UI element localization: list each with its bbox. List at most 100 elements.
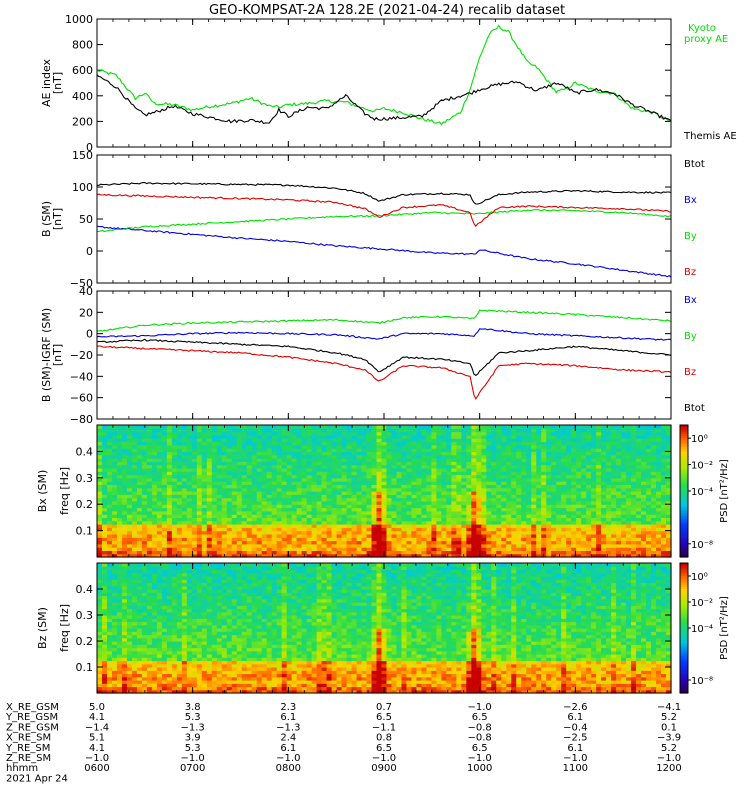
spectrogram-cell	[226, 540, 233, 545]
spectrogram-cell	[351, 517, 358, 522]
spectrogram-cell	[321, 504, 328, 509]
spectrogram-cell	[456, 530, 462, 535]
spectrogram-cell	[291, 431, 298, 436]
spectrogram-cell	[221, 547, 228, 551]
spectrogram-cell	[291, 507, 298, 512]
spectrogram-cell	[386, 507, 393, 512]
spectrogram-cell	[216, 494, 223, 499]
spectrogram-cell	[656, 494, 662, 499]
spectrogram-cell	[576, 507, 582, 512]
spectrogram-cell	[516, 494, 522, 499]
spectrogram-cell	[181, 494, 188, 499]
spectrogram-cell	[291, 441, 298, 446]
spectrogram-cell	[481, 471, 487, 476]
spectrogram-cell	[491, 481, 497, 485]
spectrogram-cell	[426, 431, 433, 436]
spectrogram-cell	[546, 458, 552, 462]
spectrogram-cell	[161, 444, 168, 449]
spectrogram-cell	[446, 474, 452, 479]
spectrogram-cell	[166, 494, 173, 499]
spectrogram-cell	[476, 540, 482, 545]
spectrogram-cell	[656, 510, 662, 515]
spectrogram-cell	[261, 507, 268, 512]
spectrogram-cell	[136, 451, 143, 456]
spectrogram-cell	[571, 428, 577, 433]
spectrogram-cell	[336, 510, 343, 515]
spectrogram-cell	[561, 540, 567, 545]
spectrogram-cell	[586, 487, 592, 492]
spectrogram-cell	[381, 441, 388, 446]
spectrogram-cell	[551, 543, 557, 548]
spectrogram-cell	[526, 484, 532, 489]
spectrogram-cell	[546, 530, 552, 535]
spectrogram-cell	[636, 474, 642, 479]
spectrogram-cell	[191, 543, 198, 548]
spectrogram-cell	[456, 441, 462, 446]
spectrogram-cell	[666, 487, 672, 492]
spectrogram-cell	[611, 487, 617, 492]
spectrogram-cell	[601, 510, 607, 515]
spectrogram-cell	[491, 454, 497, 459]
spectrogram-cell	[306, 438, 313, 443]
spectrogram-cell	[97, 497, 103, 502]
spectrogram-cell	[181, 467, 188, 472]
spectrogram-cell	[211, 467, 218, 472]
spectrogram-cell	[316, 500, 323, 505]
spectrogram-cell	[596, 553, 602, 558]
spectrogram-cell	[491, 500, 497, 505]
spectrogram-cell	[276, 428, 283, 433]
spectrogram-cell	[616, 438, 622, 443]
spectrogram-cell	[471, 497, 477, 502]
spectrogram-cell	[106, 454, 113, 459]
spectrogram-cell	[641, 491, 647, 495]
spectrogram-cell	[416, 477, 423, 482]
spectrogram-cell	[181, 514, 188, 518]
spectrogram-cell	[331, 530, 338, 535]
spectrogram-cell	[381, 434, 388, 439]
spectrogram-cell	[151, 451, 158, 456]
spectrogram-cell	[156, 520, 163, 525]
spectrogram-cell	[521, 461, 527, 466]
spectrogram-cell	[246, 428, 253, 433]
spectrogram-cell	[521, 471, 527, 476]
spectrogram-cell	[341, 458, 348, 462]
spectrogram-cell	[586, 428, 592, 433]
spectrogram-cell	[331, 477, 338, 482]
spectrogram-cell	[376, 474, 383, 479]
spectrogram-cell	[506, 553, 512, 558]
spectrogram-cell	[541, 553, 547, 558]
spectrogram-cell	[97, 527, 103, 532]
spectrogram-cell	[341, 504, 348, 509]
spectrogram-cell	[281, 491, 288, 495]
spectrogram-cell	[436, 530, 442, 535]
spectrogram-cell	[506, 484, 512, 489]
spectrogram-cell	[311, 507, 318, 512]
spectrogram-cell	[456, 527, 462, 532]
spectrogram-cell	[646, 467, 652, 472]
spectrogram-cell	[266, 540, 273, 545]
spectrogram-cell	[331, 547, 338, 551]
spectrogram-cell	[416, 484, 423, 489]
spectrogram-cell	[411, 507, 418, 512]
spectrogram-cell	[296, 484, 303, 489]
spectrogram-cell	[631, 428, 637, 433]
spectrogram-cell	[391, 547, 398, 551]
spectrogram-cell	[326, 477, 333, 482]
spectrogram-cell	[476, 491, 482, 495]
spectrogram-cell	[116, 540, 123, 545]
spectrogram-cell	[466, 444, 472, 449]
spectrogram-cell	[146, 520, 153, 525]
spectrogram-cell	[361, 550, 368, 555]
spectrogram-cell	[181, 484, 188, 489]
spectrogram-cell	[316, 524, 323, 528]
spectrogram-cell	[101, 491, 108, 495]
spectrogram-cell	[546, 514, 552, 518]
spectrogram-cell	[396, 553, 403, 558]
spectrogram-cell	[181, 454, 188, 459]
spectrogram-cell	[381, 520, 388, 525]
spectrogram-cell	[126, 454, 133, 459]
spectrogram-cell	[346, 464, 353, 469]
spectrogram-cell	[136, 540, 143, 545]
spectrogram-cell	[256, 481, 263, 485]
spectrogram-cell	[261, 527, 268, 532]
